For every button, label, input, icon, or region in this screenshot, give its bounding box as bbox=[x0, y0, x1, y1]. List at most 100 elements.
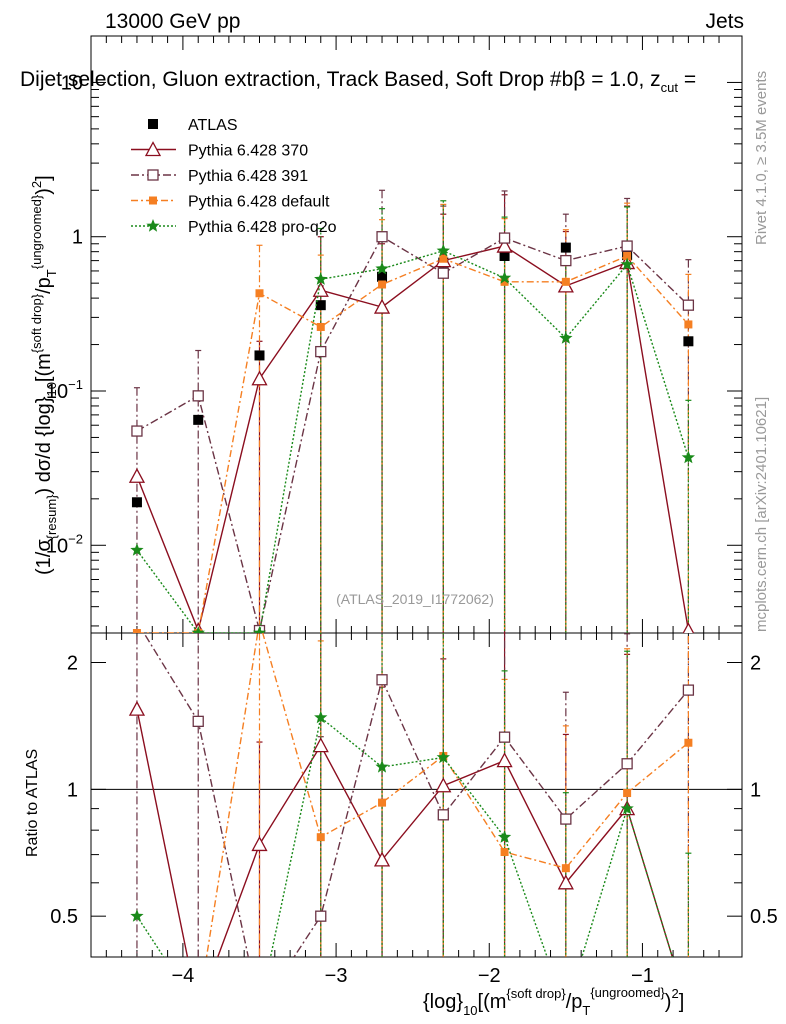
data-point bbox=[191, 626, 205, 633]
y-tick-label: 10−1 bbox=[46, 377, 83, 403]
title-cut: cut bbox=[661, 80, 679, 95]
data-point bbox=[682, 299, 695, 311]
lower-axes: −4 −3 −2 −1 2 2 1 1 0.5 0.5 bbox=[50, 633, 778, 987]
ratio-point bbox=[314, 710, 328, 724]
y-tick-label: 10−2 bbox=[46, 531, 83, 557]
upper-plot-area bbox=[128, 189, 695, 633]
ratio-point bbox=[561, 864, 570, 873]
ratio-point bbox=[621, 758, 633, 770]
x-tick-label: −1 bbox=[631, 965, 654, 987]
data-point bbox=[131, 497, 142, 508]
svg-text:{log}10[(m{soft drop}/pT{ungro: {log}10[(m{soft drop}/pT{ungroomed})2] bbox=[423, 985, 684, 1018]
data-point bbox=[131, 425, 143, 437]
data-point bbox=[497, 271, 512, 284]
plot-title: Dijet selection, Gluon extraction, Track… bbox=[20, 68, 696, 95]
ratio-point bbox=[498, 731, 511, 743]
data-point bbox=[373, 298, 391, 314]
ratio-y-axis-label: Ratio to ATLAS bbox=[24, 749, 41, 857]
legend-marker bbox=[147, 169, 159, 181]
upper-y-axis-label: (1/σ{resum}) dσ/d {log}10[(m{soft drop}/… bbox=[29, 175, 59, 575]
ratio-point bbox=[316, 833, 325, 842]
data-point bbox=[255, 289, 264, 298]
ratio-point bbox=[557, 874, 574, 890]
data-point bbox=[620, 257, 634, 271]
ratio-point bbox=[684, 738, 693, 747]
series-line bbox=[136, 235, 689, 631]
data-point bbox=[252, 626, 267, 633]
legend-label: Pythia 6.428 391 bbox=[188, 168, 308, 185]
data-point bbox=[130, 543, 144, 556]
ratio-point bbox=[251, 836, 268, 852]
data-point bbox=[436, 243, 450, 257]
data-point bbox=[192, 390, 204, 402]
data-point bbox=[437, 267, 449, 279]
ratio-point bbox=[435, 777, 452, 793]
title-eq: = bbox=[678, 68, 696, 91]
ratio-point bbox=[496, 752, 513, 768]
data-point bbox=[315, 300, 326, 311]
title-main: Dijet selection, Gluon extraction, Track… bbox=[20, 68, 573, 91]
ratio-point bbox=[620, 801, 634, 815]
legend-label: Pythia 6.428 370 bbox=[188, 143, 308, 160]
ratio-point bbox=[378, 798, 387, 807]
data-point bbox=[316, 322, 325, 331]
legend-marker bbox=[146, 219, 160, 232]
data-point bbox=[560, 254, 572, 267]
ratio-series-line bbox=[136, 709, 674, 957]
rivet-label: Rivet 4.1.0, ≥ 3.5M events bbox=[753, 71, 770, 245]
ratio-point bbox=[623, 789, 632, 798]
y-tick-label: 10 bbox=[61, 72, 83, 94]
data-point bbox=[378, 280, 387, 289]
data-point bbox=[682, 622, 695, 633]
y-tick-label-right: 2 bbox=[750, 653, 761, 675]
category-label: Jets bbox=[705, 10, 744, 33]
y-tick-label: 0.5 bbox=[50, 906, 78, 928]
series-line bbox=[136, 245, 690, 633]
y-tick-label: 1 bbox=[72, 227, 83, 249]
data-point bbox=[193, 414, 204, 425]
energy-label: 13000 GeV pp bbox=[105, 10, 240, 33]
ratio-series-line bbox=[136, 716, 674, 957]
title-beta: β = 1.0, z bbox=[573, 68, 660, 91]
ratio-point bbox=[128, 700, 146, 716]
data-point bbox=[683, 336, 694, 347]
legend-marker bbox=[149, 196, 157, 205]
ratio-plot-area bbox=[91, 633, 742, 957]
legend-label: Pythia 6.428 pro-q2o bbox=[188, 219, 337, 236]
legend-marker bbox=[144, 141, 162, 157]
data-point bbox=[375, 261, 389, 275]
legend-label: ATLAS bbox=[188, 117, 238, 134]
ratio-point bbox=[373, 851, 391, 867]
data-point bbox=[254, 350, 265, 361]
mcplots-label: mcplots.cern.ch [arXiv:2401.10621] bbox=[753, 397, 770, 632]
ratio-point bbox=[560, 813, 572, 825]
y-tick-label: 2 bbox=[67, 653, 78, 675]
svg-text:(1/σ{resum}) dσ/d {log}10[(m{s: (1/σ{resum}) dσ/d {log}10[(m{soft drop}/… bbox=[29, 175, 59, 575]
data-point bbox=[621, 240, 633, 252]
data-point bbox=[251, 370, 268, 386]
data-point bbox=[500, 277, 509, 286]
legend-label: Pythia 6.428 default bbox=[188, 194, 330, 211]
legend-marker bbox=[148, 119, 158, 129]
ratio-point bbox=[130, 909, 144, 922]
data-point bbox=[499, 250, 510, 261]
ratio-point bbox=[376, 674, 388, 686]
ratio-point bbox=[497, 830, 512, 843]
ratio-point bbox=[312, 737, 329, 753]
x-tick-label: −2 bbox=[478, 965, 501, 987]
x-tick-label: −3 bbox=[325, 965, 348, 987]
y-tick-label-right: 0.5 bbox=[750, 906, 778, 928]
ratio-point bbox=[436, 750, 450, 764]
x-tick-label: −4 bbox=[171, 965, 194, 987]
ratio-series-line bbox=[143, 633, 689, 957]
series-line bbox=[136, 250, 690, 633]
ratio-point bbox=[375, 760, 389, 773]
data-point bbox=[684, 320, 693, 329]
data-point bbox=[315, 345, 327, 358]
data-point bbox=[128, 467, 146, 483]
ratio-point bbox=[192, 715, 204, 728]
ratio-point bbox=[500, 848, 509, 857]
data-point bbox=[559, 331, 573, 344]
lower-frame bbox=[90, 632, 743, 958]
